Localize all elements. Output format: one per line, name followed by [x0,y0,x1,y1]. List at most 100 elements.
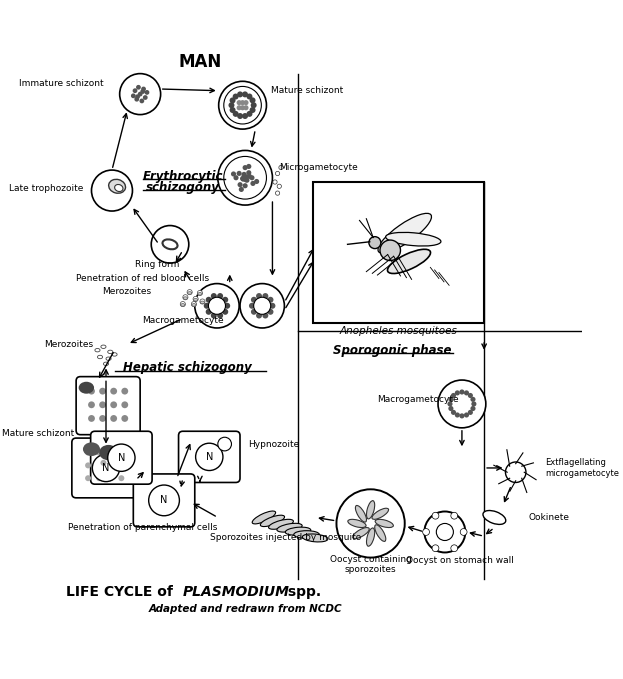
Circle shape [121,401,128,408]
Circle shape [180,301,186,307]
Circle shape [468,393,473,398]
Circle shape [250,181,255,186]
Circle shape [432,545,439,551]
Circle shape [209,297,226,314]
Circle shape [133,88,138,93]
Circle shape [161,502,166,507]
Text: schizogony: schizogony [146,181,220,194]
Circle shape [110,449,116,455]
Circle shape [256,293,262,299]
Circle shape [108,444,135,471]
Circle shape [251,309,257,315]
Text: Hypnozoite: Hypnozoite [249,439,300,449]
Text: spp.: spp. [283,585,321,599]
Ellipse shape [108,350,113,354]
Ellipse shape [103,362,108,365]
Ellipse shape [260,515,285,526]
Ellipse shape [386,232,441,246]
Circle shape [247,174,252,179]
Circle shape [85,449,91,456]
Circle shape [249,175,255,181]
Circle shape [198,447,203,453]
FancyBboxPatch shape [90,431,152,484]
Circle shape [270,303,275,309]
Ellipse shape [285,527,311,535]
Ellipse shape [353,528,369,538]
Ellipse shape [194,299,197,301]
Circle shape [230,107,235,113]
Circle shape [250,107,255,113]
Ellipse shape [115,185,123,191]
Circle shape [151,225,189,263]
Circle shape [136,85,141,90]
Circle shape [140,89,145,94]
Text: Mature schizont: Mature schizont [2,429,74,439]
Circle shape [240,177,246,182]
Circle shape [250,103,257,108]
Circle shape [118,449,125,456]
Ellipse shape [483,511,506,524]
Circle shape [449,397,454,402]
Text: Oocyst on stomach wall: Oocyst on stomach wall [406,555,514,565]
Circle shape [100,460,107,466]
Circle shape [451,393,456,398]
Circle shape [170,491,175,496]
Circle shape [222,309,228,315]
Circle shape [202,453,207,458]
Circle shape [237,113,243,119]
Ellipse shape [375,519,393,528]
Circle shape [85,462,91,469]
Text: Ring form: Ring form [135,260,179,270]
Circle shape [336,490,405,557]
Circle shape [110,415,117,422]
Circle shape [505,462,526,483]
Circle shape [449,406,454,411]
Circle shape [161,491,166,496]
Circle shape [149,485,179,516]
Circle shape [240,100,245,105]
Circle shape [240,176,245,181]
Circle shape [145,90,150,95]
Circle shape [229,103,234,108]
Text: Oocyst containing
sporozoites: Oocyst containing sporozoites [330,555,412,574]
Text: Mature schizont: Mature schizont [271,86,343,95]
Circle shape [191,301,196,307]
Circle shape [240,105,245,110]
Circle shape [143,95,148,100]
Circle shape [247,94,252,100]
Circle shape [451,545,458,551]
Text: LIFE CYCLE of: LIFE CYCLE of [66,585,183,599]
Text: Extflagellating
microgametocyte: Extflagellating microgametocyte [546,458,620,477]
Circle shape [204,303,210,309]
Circle shape [140,98,145,103]
Circle shape [262,312,269,318]
Circle shape [246,170,251,175]
FancyBboxPatch shape [72,438,140,498]
Circle shape [232,94,239,100]
Circle shape [464,412,469,418]
Circle shape [131,94,136,98]
Circle shape [217,293,223,299]
Circle shape [251,297,257,303]
Ellipse shape [95,348,100,352]
Circle shape [107,462,113,469]
Circle shape [262,293,269,299]
Circle shape [110,460,116,466]
Circle shape [121,388,128,394]
Circle shape [224,303,230,309]
Circle shape [211,453,216,458]
Ellipse shape [378,213,432,253]
Circle shape [380,240,401,261]
Circle shape [219,81,267,129]
Text: MAN: MAN [178,53,222,71]
Circle shape [246,164,251,169]
Circle shape [110,401,117,408]
Text: Anopheles mosquitoes: Anopheles mosquitoes [340,327,458,336]
Ellipse shape [366,500,374,519]
Circle shape [107,475,113,481]
Circle shape [472,401,477,407]
Ellipse shape [183,297,188,299]
Circle shape [277,184,282,189]
FancyBboxPatch shape [179,431,240,483]
Circle shape [250,97,255,103]
